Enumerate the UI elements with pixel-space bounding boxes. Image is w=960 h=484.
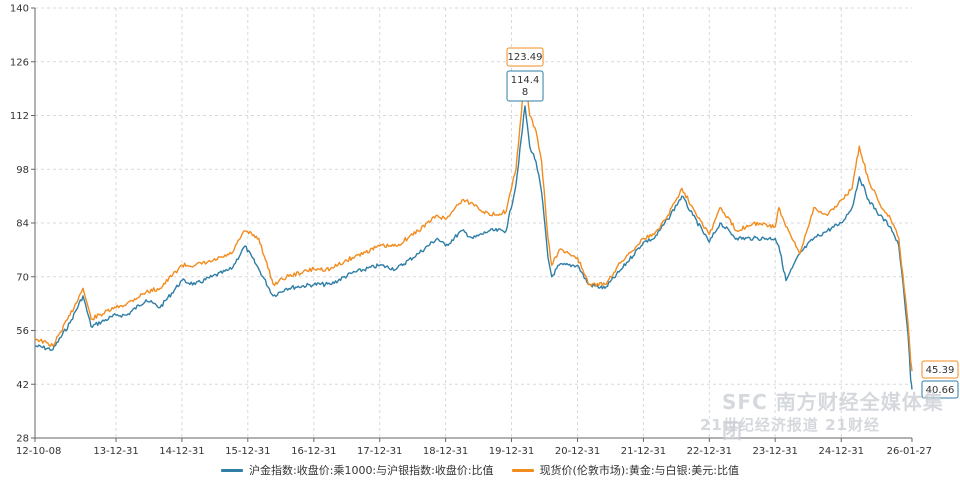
legend-label: 沪金指数:收盘价:乘1000:与沪银指数:收盘价:比值: [249, 464, 494, 477]
x-tick-label: 23-12-31: [752, 446, 797, 457]
y-tick-label: 98: [16, 165, 29, 176]
peak-label-shanghai-text: 114.4: [511, 75, 540, 86]
x-tick-label: 13-12-31: [93, 446, 138, 457]
series-line-london: [34, 70, 913, 372]
x-tick-label: 26-01-27: [887, 446, 932, 457]
end-label-shanghai: 40.66: [921, 380, 959, 399]
x-tick-label: 24-12-31: [819, 446, 864, 457]
x-tick-label: 21-12-31: [621, 446, 666, 457]
y-tick-label: 84: [16, 219, 29, 230]
legend-label: 现货价(伦敦市场):黄金:与白银:美元:比值: [539, 464, 739, 477]
x-tick-label: 22-12-31: [687, 446, 732, 457]
grid-lines: [35, 7, 912, 438]
legend-swatch-blue: [221, 468, 244, 472]
x-tick-label: 16-12-31: [291, 446, 336, 457]
x-tick-label: 15-12-31: [225, 446, 270, 457]
end-label-london-text: 45.39: [926, 365, 955, 376]
end-label-shanghai-text: 40.66: [926, 385, 955, 396]
y-tick-label: 28: [16, 434, 29, 445]
legend-item-shanghai-ratio[interactable]: 沪金指数:收盘价:乘1000:与沪银指数:收盘价:比值: [221, 462, 494, 478]
peak-label-shanghai-box: [506, 70, 544, 102]
x-tick-label: 17-12-31: [357, 446, 402, 457]
peak-label-shanghai-text: 8: [522, 87, 528, 98]
x-tick-label: 19-12-31: [489, 446, 534, 457]
peak-label-shanghai: 114.48: [506, 70, 544, 102]
legend-swatch-orange: [511, 468, 534, 472]
data-labels: 123.49 114.48 45.39 40.66: [506, 47, 959, 399]
chart-legend: 沪金指数:收盘价:乘1000:与沪银指数:收盘价:比值 现货价(伦敦市场):黄金…: [0, 462, 960, 478]
end-label-london-box: [921, 360, 959, 379]
y-tick-label: 70: [16, 272, 29, 283]
y-tick-label: 112: [10, 111, 29, 122]
x-tick-label: 14-12-31: [159, 446, 204, 457]
axes: 28 42 56 70 84 98 112 126 140 12-10-08 13-12-31 14-…: [10, 4, 932, 458]
end-label-shanghai-box: [921, 380, 959, 399]
x-tick-label: 12-10-08: [16, 446, 61, 457]
legend-item-london-ratio[interactable]: 现货价(伦敦市场):黄金:与白银:美元:比值: [511, 462, 739, 478]
y-tick-label: 42: [16, 380, 29, 391]
peak-label-london: 123.49: [506, 47, 544, 67]
x-tick-label: 18-12-31: [423, 446, 468, 457]
x-tick-label: 20-12-31: [555, 446, 600, 457]
series-line-shanghai: [34, 105, 913, 390]
series-lines: [34, 70, 913, 390]
y-tick-label: 56: [16, 326, 29, 337]
end-label-london: 45.39: [921, 360, 959, 379]
peak-label-london-text: 123.49: [508, 52, 543, 63]
y-tick-label: 140: [10, 4, 29, 15]
y-tick-label: 126: [10, 57, 29, 68]
peak-label-london-box: [506, 47, 544, 67]
